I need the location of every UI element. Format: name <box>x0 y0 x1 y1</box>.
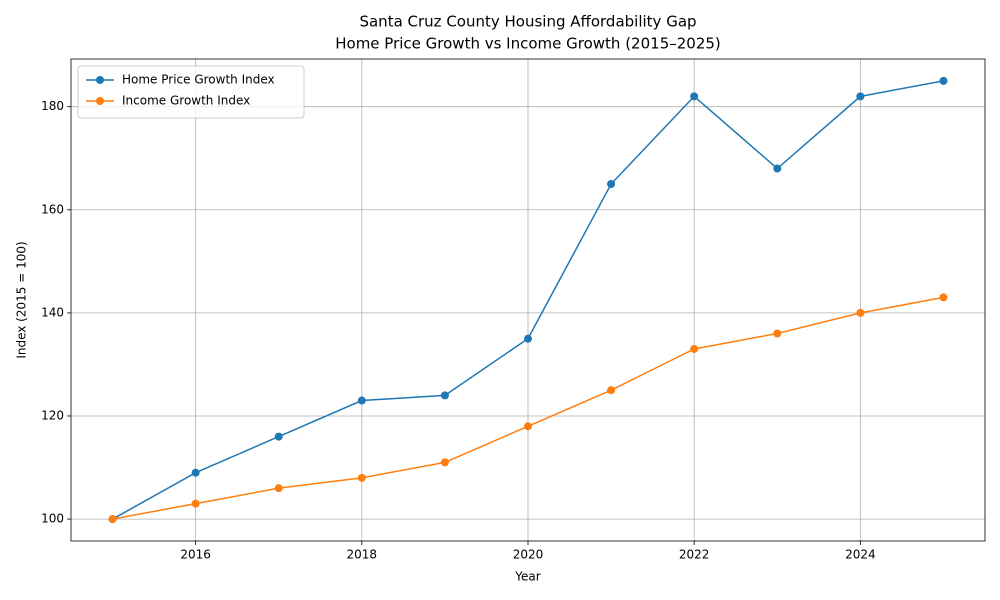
data-point <box>357 396 366 405</box>
legend-marker <box>96 97 104 105</box>
x-tick-label: 2018 <box>347 548 378 562</box>
y-tick-label: 140 <box>41 305 64 319</box>
x-tick-label: 2024 <box>845 548 876 562</box>
data-point <box>773 329 782 338</box>
y-tick-label: 160 <box>41 202 64 216</box>
x-axis-label: Year <box>514 570 540 584</box>
data-point <box>524 334 532 343</box>
data-point <box>191 468 200 477</box>
data-point <box>773 164 782 173</box>
legend-label: Home Price Growth Index <box>122 73 275 87</box>
data-point <box>690 92 699 101</box>
data-point <box>524 422 532 431</box>
legend-label: Income Growth Index <box>122 94 250 108</box>
data-point <box>440 391 449 400</box>
data-point <box>357 473 366 482</box>
data-point <box>939 76 948 85</box>
data-point <box>274 484 283 493</box>
y-tick-label: 100 <box>41 512 64 526</box>
plot-frame <box>70 58 986 542</box>
data-point <box>856 308 865 317</box>
data-point <box>607 180 616 189</box>
y-tick-label: 120 <box>41 408 64 422</box>
data-point <box>607 386 616 395</box>
chart-subtitle: Home Price Growth vs Income Growth (2015… <box>335 35 721 53</box>
data-point <box>939 293 948 302</box>
data-point <box>191 499 200 508</box>
x-tick-label: 2016 <box>180 548 211 562</box>
data-point <box>274 432 283 441</box>
chart-title: Santa Cruz County Housing Affordability … <box>359 13 696 31</box>
legend-marker <box>96 76 104 84</box>
y-tick-label: 180 <box>41 99 64 113</box>
legend-box <box>77 65 305 119</box>
legend: Home Price Growth Index Income Growth Ind… <box>77 65 305 119</box>
x-tick-label: 2022 <box>679 548 710 562</box>
data-point <box>440 458 449 467</box>
data-point <box>690 344 699 353</box>
y-axis-label: Index (2015 = 100) <box>15 241 29 358</box>
data-point <box>856 92 865 101</box>
x-tick-label: 2020 <box>513 548 544 562</box>
data-point <box>108 515 117 524</box>
